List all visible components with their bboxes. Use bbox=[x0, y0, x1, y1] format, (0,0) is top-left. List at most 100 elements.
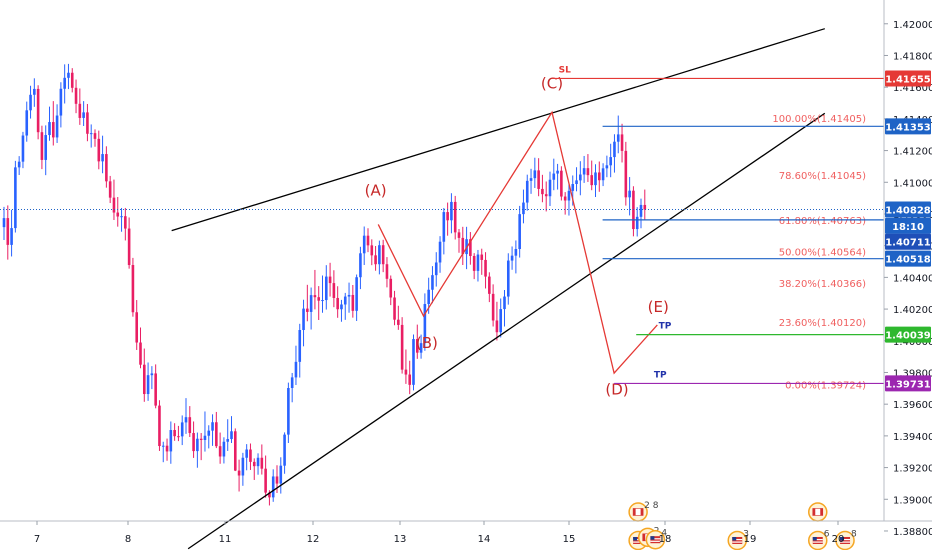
candle[interactable] bbox=[397, 319, 400, 325]
candle[interactable] bbox=[101, 154, 104, 162]
candle[interactable] bbox=[442, 212, 446, 242]
candle[interactable] bbox=[522, 202, 525, 215]
price-tag[interactable]: 1.40518 bbox=[885, 250, 931, 267]
candle[interactable] bbox=[469, 239, 472, 256]
candle[interactable] bbox=[173, 430, 176, 437]
candle[interactable] bbox=[161, 445, 165, 447]
candle[interactable] bbox=[567, 190, 571, 201]
candle[interactable] bbox=[514, 249, 518, 256]
candle[interactable] bbox=[55, 115, 59, 138]
price-tag[interactable]: 1.40039 bbox=[885, 326, 931, 343]
candle[interactable] bbox=[605, 165, 609, 169]
candle[interactable] bbox=[199, 438, 203, 440]
candle[interactable] bbox=[427, 289, 430, 305]
candle[interactable] bbox=[271, 476, 275, 498]
candle[interactable] bbox=[21, 135, 25, 162]
candle[interactable] bbox=[268, 492, 271, 498]
candle[interactable] bbox=[283, 434, 286, 466]
candle[interactable] bbox=[180, 422, 184, 437]
candle[interactable] bbox=[78, 103, 82, 118]
candle[interactable] bbox=[105, 154, 108, 182]
candle[interactable] bbox=[10, 228, 13, 245]
candle[interactable] bbox=[366, 235, 370, 246]
candle[interactable] bbox=[484, 259, 487, 277]
candle[interactable] bbox=[324, 276, 328, 301]
candle[interactable] bbox=[434, 262, 438, 276]
candle[interactable] bbox=[40, 132, 44, 160]
candle[interactable] bbox=[560, 170, 563, 197]
economic-event-marker[interactable]: 4 bbox=[645, 529, 667, 550]
candle[interactable] bbox=[260, 457, 264, 469]
candle[interactable] bbox=[400, 324, 404, 370]
price-tag[interactable]: 1.40711 bbox=[885, 233, 931, 250]
candle[interactable] bbox=[218, 446, 222, 457]
candle[interactable] bbox=[635, 216, 639, 230]
candle[interactable] bbox=[343, 296, 347, 305]
price-tag[interactable]: 1.39731 bbox=[885, 375, 931, 392]
candle[interactable] bbox=[89, 133, 93, 135]
candle[interactable] bbox=[309, 295, 313, 312]
candle[interactable] bbox=[165, 445, 169, 452]
candle[interactable] bbox=[97, 138, 101, 162]
candle[interactable] bbox=[620, 134, 624, 151]
candle[interactable] bbox=[446, 212, 449, 221]
candle[interactable] bbox=[275, 476, 279, 484]
candle[interactable] bbox=[359, 253, 362, 278]
candle[interactable] bbox=[355, 277, 358, 311]
candle[interactable] bbox=[594, 172, 597, 186]
candle[interactable] bbox=[184, 417, 188, 423]
candle[interactable] bbox=[256, 457, 260, 467]
candle[interactable] bbox=[150, 373, 154, 376]
candle[interactable] bbox=[362, 235, 366, 254]
candle[interactable] bbox=[207, 430, 211, 436]
candle[interactable] bbox=[472, 255, 476, 271]
candle[interactable] bbox=[597, 172, 601, 181]
wedge-lower-trendline[interactable] bbox=[187, 112, 826, 550]
candle[interactable] bbox=[389, 278, 393, 298]
candle[interactable] bbox=[385, 264, 389, 279]
candle[interactable] bbox=[215, 422, 218, 447]
candle[interactable] bbox=[461, 237, 465, 255]
candle[interactable] bbox=[131, 265, 135, 313]
candle[interactable] bbox=[63, 77, 66, 89]
candle[interactable] bbox=[431, 275, 434, 290]
candle[interactable] bbox=[74, 87, 78, 104]
candle[interactable] bbox=[135, 312, 139, 343]
candle[interactable] bbox=[537, 170, 540, 189]
candle[interactable] bbox=[423, 304, 427, 344]
candle[interactable] bbox=[586, 168, 590, 176]
candle[interactable] bbox=[33, 88, 36, 95]
candle[interactable] bbox=[188, 417, 192, 434]
candle[interactable] bbox=[120, 216, 123, 218]
candle[interactable] bbox=[196, 438, 199, 452]
economic-event-marker[interactable] bbox=[808, 502, 828, 522]
candle[interactable] bbox=[438, 241, 442, 263]
candle[interactable] bbox=[499, 309, 503, 333]
candle[interactable] bbox=[211, 422, 214, 431]
candle[interactable] bbox=[628, 190, 631, 198]
candle[interactable] bbox=[541, 188, 544, 195]
candle[interactable] bbox=[351, 294, 355, 311]
economic-event-marker[interactable]: 8 bbox=[835, 529, 857, 551]
candle[interactable] bbox=[639, 204, 643, 217]
candle[interactable] bbox=[419, 343, 423, 353]
price-tag[interactable]: 1.41655 bbox=[885, 70, 931, 87]
candle[interactable] bbox=[139, 342, 142, 365]
candle[interactable] bbox=[124, 216, 127, 229]
candle[interactable] bbox=[59, 88, 63, 116]
candle[interactable] bbox=[313, 295, 317, 298]
candle[interactable] bbox=[237, 470, 241, 476]
candle[interactable] bbox=[510, 255, 514, 261]
candle[interactable] bbox=[82, 112, 85, 118]
candle[interactable] bbox=[544, 194, 548, 197]
price-tag[interactable]: 1.40828 bbox=[885, 201, 931, 218]
candle[interactable] bbox=[328, 276, 332, 284]
candle[interactable] bbox=[321, 300, 324, 302]
candle[interactable] bbox=[518, 214, 521, 250]
candle[interactable] bbox=[590, 175, 594, 186]
candle[interactable] bbox=[279, 465, 283, 484]
candle[interactable] bbox=[579, 174, 582, 181]
candle[interactable] bbox=[249, 449, 252, 462]
candle[interactable] bbox=[378, 245, 381, 265]
